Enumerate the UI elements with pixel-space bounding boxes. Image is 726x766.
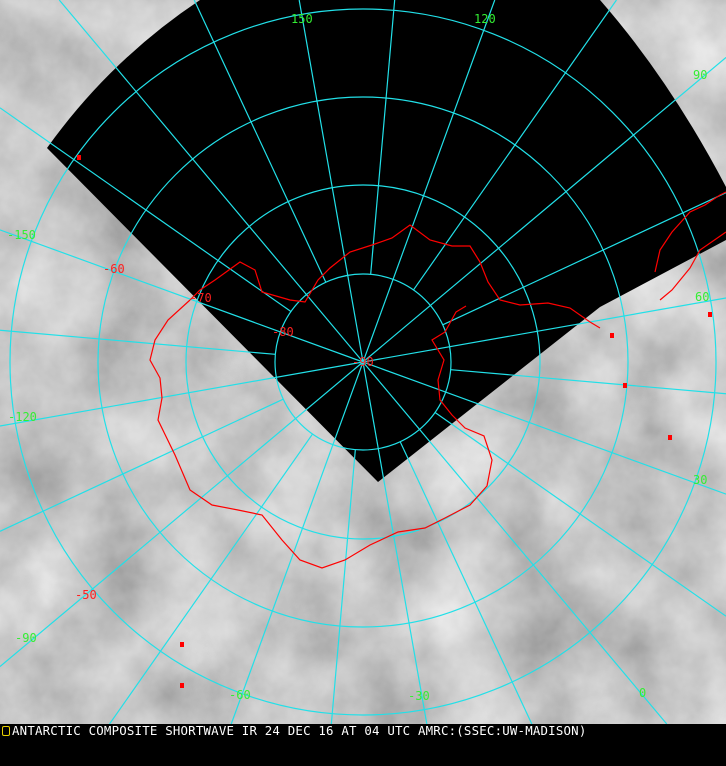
- island: [610, 333, 614, 338]
- meridian-line: [0, 229, 364, 363]
- latitude-circle: [97, 96, 629, 628]
- island: [708, 312, 712, 317]
- meridian-line: [434, 411, 726, 617]
- island: [623, 383, 627, 388]
- latitude-label: -90: [352, 355, 374, 369]
- island: [668, 435, 672, 440]
- meridian-line: [330, 449, 356, 724]
- island: [180, 642, 184, 647]
- meridian-line: [370, 0, 396, 275]
- latitude-circle: [9, 8, 717, 716]
- meridian-line: [0, 361, 364, 427]
- coastline-segment: [659, 231, 726, 301]
- longitude-label: 120: [474, 12, 496, 26]
- meridian-line: [109, 433, 314, 724]
- meridian-line: [362, 361, 726, 495]
- meridian-line: [362, 0, 496, 363]
- meridian-line: [0, 398, 284, 532]
- meridian-line: [442, 192, 726, 326]
- caption-bar: ANTARCTIC COMPOSITE SHORTWAVE IR 24 DEC …: [0, 724, 726, 738]
- no-data-region: [47, 0, 726, 482]
- longitude-label: -150: [7, 228, 36, 242]
- coastline-segment: [189, 224, 601, 329]
- meridian-line: [58, 0, 364, 363]
- longitude-label: 90: [693, 68, 707, 82]
- meridian-line: [362, 56, 726, 363]
- meridian-line: [230, 361, 364, 724]
- island: [77, 155, 81, 160]
- meridian-line: [362, 297, 726, 363]
- coastline-segment: [654, 191, 726, 273]
- latitude-circle: [274, 273, 452, 451]
- meridian-line: [412, 0, 617, 291]
- caption-text: ANTARCTIC COMPOSITE SHORTWAVE IR 24 DEC …: [12, 723, 587, 738]
- graticule-labels: -50 -60 -70 -80 -90 150 120 90 60 30 0 -30 -60 -90 -12…: [7, 12, 709, 703]
- longitude-label: -120: [8, 410, 37, 424]
- latitude-label: -50: [75, 588, 97, 602]
- longitude-label: 30: [693, 473, 707, 487]
- meridian-line: [0, 329, 276, 355]
- meridian-line: [399, 441, 533, 724]
- longitude-label: -90: [15, 631, 37, 645]
- satellite-map: -50 -60 -70 -80 -90 150 120 90 60 30 0 -30 -60 -90 -12…: [0, 0, 726, 738]
- latitude-label: -70: [190, 291, 212, 305]
- meridian-line: [362, 361, 428, 724]
- longitude-label: 60: [695, 290, 709, 304]
- longitude-label: -60: [229, 688, 251, 702]
- longitude-label: 150: [291, 12, 313, 26]
- meridian-line: [450, 369, 726, 395]
- meridian-line: [0, 107, 292, 313]
- amrc-logo: [2, 726, 10, 736]
- meridian-line: [193, 0, 327, 283]
- meridian-line: [0, 361, 364, 668]
- coastline: [77, 155, 726, 688]
- graticule: [0, 0, 726, 724]
- longitude-label: -30: [408, 689, 430, 703]
- island: [180, 683, 184, 688]
- coastline-segment: [149, 299, 493, 569]
- meridian-line: [362, 361, 668, 724]
- map-canvas: -50 -60 -70 -80 -90 150 120 90 60 30 0 -30 -60 -90 -12…: [0, 0, 726, 724]
- longitude-label: 0: [639, 686, 646, 700]
- latitude-circle: [185, 184, 541, 540]
- latitude-label: -80: [272, 325, 294, 339]
- meridian-line: [298, 0, 364, 363]
- latitude-label: -60: [103, 262, 125, 276]
